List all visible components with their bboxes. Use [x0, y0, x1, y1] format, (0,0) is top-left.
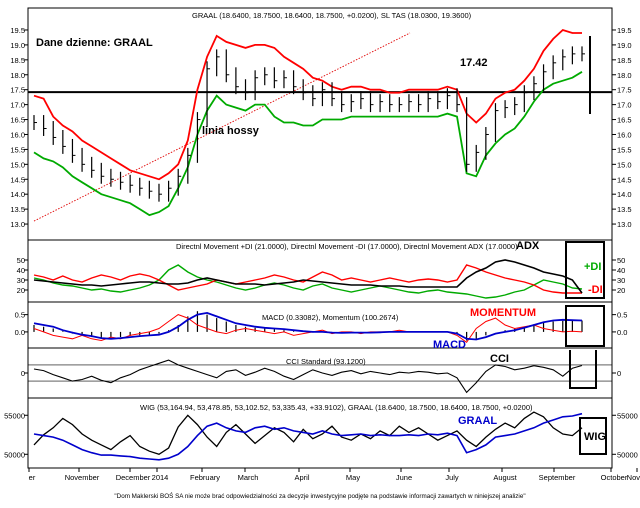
- compare-highlight-box: [579, 417, 607, 455]
- xtick-label-0: er: [29, 473, 36, 482]
- xtick-label-4: February: [190, 473, 220, 482]
- price-ytick-label-left-8: 15.5: [10, 145, 25, 154]
- minus-di-label: -DI: [588, 284, 603, 296]
- price-ytick-label-left-13: 13.0: [10, 220, 25, 229]
- price-ytick-label-left-12: 13.5: [10, 205, 25, 214]
- price-ytick-label-left-10: 14.5: [10, 175, 25, 184]
- compare-ytick-label-right-1: 50000: [617, 450, 638, 459]
- macd-line: [33, 311, 583, 341]
- macd-ytick-label-left-1: 0.0: [15, 328, 25, 337]
- price-ytick-label-right-1: 19.0: [617, 41, 632, 50]
- momentum-label: MOMENTUM: [470, 307, 536, 319]
- cci-ytick-label-right-0: 0: [617, 369, 621, 378]
- dmi-ytick-label-right-3: 20: [617, 286, 625, 295]
- compare-ytick-label-left-0: 55000: [4, 411, 25, 420]
- xtick-label-11: September: [539, 473, 576, 482]
- price-ytick-label-left-2: 18.5: [10, 56, 25, 65]
- plus-di-line: [33, 264, 583, 299]
- grid-lines: [24, 29, 638, 472]
- trendline-label: linia hossy: [202, 125, 260, 137]
- price-ytick-label-right-8: 15.5: [617, 145, 632, 154]
- macd-highlight-box: [565, 305, 605, 347]
- macd-ytick-label-right-0: 0.5: [617, 311, 627, 320]
- adx-line: [33, 259, 583, 294]
- compare-ytick-label-left-1: 50000: [4, 450, 25, 459]
- price-ytick-label-right-9: 15.0: [617, 160, 632, 169]
- xtick-label-9: July: [445, 473, 459, 482]
- xtick-label-12: October: [601, 473, 628, 482]
- price-ytick-label-right-13: 13.0: [617, 220, 632, 229]
- cci-ytick-label-left-0: 0: [21, 369, 25, 378]
- xtick-label-8: June: [396, 473, 412, 482]
- chart-marks: [28, 28, 612, 461]
- trendline-hossy: [33, 32, 411, 222]
- xtick-label-6: April: [294, 473, 309, 482]
- dmi-ytick-label-right-0: 50: [617, 256, 625, 265]
- dmi-panel-title: Directnl Movement +DI (21.0000), Directn…: [176, 242, 518, 251]
- dmi-ytick-label-right-1: 40: [617, 266, 625, 275]
- price-ytick-label-right-6: 16.5: [617, 116, 632, 125]
- xtick-label-7: May: [346, 473, 360, 482]
- wig-label: WIG: [584, 431, 606, 443]
- level-label: 17.42: [460, 57, 488, 69]
- price-ytick-label-right-11: 14.0: [617, 190, 632, 199]
- dmi-ytick-label-left-1: 40: [17, 266, 25, 275]
- price-ytick-label-left-3: 18.0: [10, 71, 25, 80]
- price-panel-label: Dane dzienne: GRAAL: [36, 37, 153, 49]
- price-ytick-label-left-4: 17.5: [10, 86, 25, 95]
- price-ytick-label-right-12: 13.5: [617, 205, 632, 214]
- xtick-label-13: Nov: [627, 473, 640, 482]
- compare-panel-frame: [27, 397, 613, 469]
- price-ytick-label-right-2: 18.5: [617, 56, 632, 65]
- xtick-label-3: 2014: [152, 473, 169, 482]
- disclaimer: "Dom Maklerski BOŚ SA nie może brać odpo…: [114, 491, 525, 500]
- dmi-ytick-label-left-3: 20: [17, 286, 25, 295]
- adx-label: ADX: [516, 240, 540, 252]
- dmi-ytick-label-right-2: 30: [617, 276, 625, 285]
- cci-highlight-box: [569, 350, 597, 389]
- macd-ytick-label-right-1: 0.0: [617, 328, 627, 337]
- macd-label: MACD: [433, 339, 466, 351]
- xtick-label-5: March: [238, 473, 259, 482]
- tick-labels: 19.5 19.5 19.0 19.0 18.5 18.5 18.0 18.0 17.5 17.5…: [4, 26, 640, 482]
- macd-ytick-label-left-0: 0.5: [15, 311, 25, 320]
- xtick-label-2: December: [116, 473, 151, 482]
- compare-ytick-label-right-0: 55000: [617, 411, 638, 420]
- price-ytick-label-right-5: 17.0: [617, 101, 632, 110]
- cci-label: CCI: [490, 353, 509, 365]
- cci-line: [33, 359, 583, 394]
- compare-panel-title: WIG (53,164.94, 53,478.85, 53,102.52, 53…: [140, 403, 533, 412]
- price-ytick-label-left-1: 19.0: [10, 41, 25, 50]
- price-ytick-label-left-7: 16.0: [10, 130, 25, 139]
- price-ytick-label-right-4: 17.5: [617, 86, 632, 95]
- minus-di-line: [33, 264, 582, 294]
- price-ytick-label-left-11: 14.0: [10, 190, 25, 199]
- price-ytick-label-left-9: 15.0: [10, 160, 25, 169]
- dmi-highlight-box: [565, 241, 605, 299]
- price-ytick-label-right-0: 19.5: [617, 26, 632, 35]
- macd-panel-title: MACD (0.33082), Momentum (100.2674): [262, 313, 399, 322]
- price-ytick-label-right-10: 14.5: [617, 175, 632, 184]
- sl-tas-lower-line: [33, 71, 583, 217]
- xtick-label-1: November: [65, 473, 100, 482]
- graal-line: [33, 412, 583, 461]
- dmi-ytick-label-left-2: 30: [17, 276, 25, 285]
- graal-label: GRAAL: [458, 415, 497, 427]
- price-ytick-label-left-5: 17.0: [10, 101, 25, 110]
- price-ytick-label-right-7: 16.0: [617, 130, 632, 139]
- sl-tas-upper-line: [33, 28, 582, 181]
- dmi-ytick-label-left-0: 50: [17, 256, 25, 265]
- xtick-label-10: August: [493, 473, 517, 482]
- plus-di-label: +DI: [584, 261, 601, 273]
- cci-panel-title: CCI Standard (93.1200): [286, 357, 366, 366]
- price-ytick-label-left-0: 19.5: [10, 26, 25, 35]
- price-panel-title: GRAAL (18.6400, 18.7500, 18.6400, 18.750…: [192, 11, 472, 20]
- price-ytick-label-right-3: 18.0: [617, 71, 632, 80]
- price-ytick-label-left-6: 16.5: [10, 116, 25, 125]
